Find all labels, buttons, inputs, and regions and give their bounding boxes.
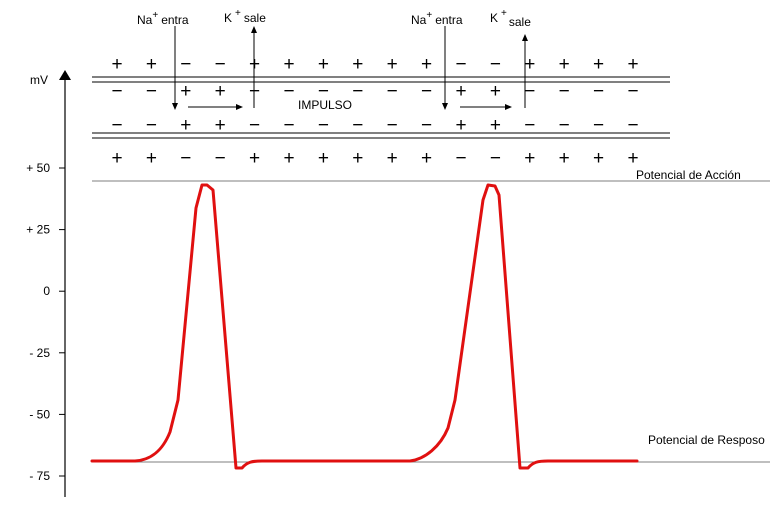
k-out-arrowhead-1 xyxy=(251,26,257,33)
positive-charge: + xyxy=(283,54,294,75)
positive-charge: + xyxy=(455,115,466,136)
y-tick-label: - 50 xyxy=(29,407,50,421)
y-axis-ticks: + 50 + 25 0 - 25 - 50 - 75 xyxy=(26,161,65,483)
negative-charge: − xyxy=(111,115,122,136)
positive-charge: + xyxy=(387,148,398,169)
positive-charge: + xyxy=(249,54,260,75)
positive-charge: + xyxy=(455,81,466,102)
negative-charge: − xyxy=(111,81,122,102)
na-entra-label-1: Na+ entra xyxy=(137,10,189,27)
positive-charge: + xyxy=(146,54,157,75)
positive-charge: + xyxy=(249,148,260,169)
positive-charge: + xyxy=(627,148,638,169)
na-in-arrowhead-1 xyxy=(172,103,178,110)
y-tick-label: 0 xyxy=(43,284,50,298)
positive-charge: + xyxy=(215,115,226,136)
k-sale-label-2: K +sale xyxy=(490,8,531,29)
negative-charge: − xyxy=(490,54,501,75)
positive-charge: + xyxy=(421,54,432,75)
y-axis-arrow xyxy=(59,70,71,80)
negative-charge: − xyxy=(421,115,432,136)
positive-charge: + xyxy=(352,148,363,169)
negative-charge: − xyxy=(215,54,226,75)
positive-charge: + xyxy=(627,54,638,75)
negative-charge: − xyxy=(455,148,466,169)
action-potential-label: Potencial de Acción xyxy=(636,168,741,182)
na-in-arrowhead-2 xyxy=(442,103,448,110)
action-potential-trace xyxy=(90,183,639,470)
negative-charge: − xyxy=(559,115,570,136)
negative-charge: − xyxy=(283,115,294,136)
positive-charge: + xyxy=(283,148,294,169)
positive-charge: + xyxy=(559,148,570,169)
negative-charge: − xyxy=(180,148,191,169)
y-tick-label: - 75 xyxy=(29,469,50,483)
positive-charge: + xyxy=(593,148,604,169)
negative-charge: − xyxy=(524,115,535,136)
negative-charge: − xyxy=(249,115,260,136)
positive-charge: + xyxy=(180,115,191,136)
positive-charge: + xyxy=(524,54,535,75)
positive-charge: + xyxy=(490,115,501,136)
positive-charge: + xyxy=(421,148,432,169)
resting-potential-label: Potencial de Resposo xyxy=(648,433,765,447)
negative-charge: − xyxy=(490,148,501,169)
k-out-arrowhead-2 xyxy=(522,34,528,41)
negative-charge: − xyxy=(352,81,363,102)
negative-charge: − xyxy=(146,81,157,102)
y-tick-label: - 25 xyxy=(29,346,50,360)
membrane-charges: + + − − + + + + + + − − + + + + − − + + − − − − − − + + − − − − − − + + − − − −… xyxy=(111,54,638,169)
ion-flow-1: Na+ entra K + sale xyxy=(137,8,266,110)
positive-charge: + xyxy=(352,54,363,75)
negative-charge: − xyxy=(352,115,363,136)
negative-charge: − xyxy=(627,81,638,102)
impulse-label: IMPULSO xyxy=(298,98,352,112)
ion-flow-2: Na+ entra K +sale xyxy=(411,8,531,110)
negative-charge: − xyxy=(249,81,260,102)
positive-charge: + xyxy=(593,54,604,75)
positive-charge: + xyxy=(524,148,535,169)
negative-charge: − xyxy=(318,115,329,136)
positive-charge: + xyxy=(318,148,329,169)
na-entra-label-2: Na+ entra xyxy=(411,10,463,27)
y-axis-unit-label: mV xyxy=(30,73,48,87)
positive-charge: + xyxy=(559,54,570,75)
negative-charge: − xyxy=(387,115,398,136)
positive-charge: + xyxy=(111,148,122,169)
positive-charge: + xyxy=(318,54,329,75)
positive-charge: + xyxy=(387,54,398,75)
k-sale-label-1: K + sale xyxy=(224,8,266,25)
membrane xyxy=(92,76,670,139)
negative-charge: − xyxy=(215,148,226,169)
positive-charge: + xyxy=(111,54,122,75)
positive-charge: + xyxy=(146,148,157,169)
impulse-direction-arrowhead-1 xyxy=(236,104,243,110)
impulse-direction-arrowhead-2 xyxy=(505,104,512,110)
negative-charge: − xyxy=(559,81,570,102)
positive-charge: + xyxy=(215,81,226,102)
positive-charge: + xyxy=(180,81,191,102)
negative-charge: − xyxy=(455,54,466,75)
negative-charge: − xyxy=(283,81,294,102)
y-tick-label: + 50 xyxy=(26,161,50,175)
negative-charge: − xyxy=(387,81,398,102)
negative-charge: − xyxy=(524,81,535,102)
negative-charge: − xyxy=(421,81,432,102)
negative-charge: − xyxy=(180,54,191,75)
negative-charge: − xyxy=(593,81,604,102)
negative-charge: − xyxy=(146,115,157,136)
negative-charge: − xyxy=(627,115,638,136)
negative-charge: − xyxy=(318,81,329,102)
positive-charge: + xyxy=(490,81,501,102)
y-tick-label: + 25 xyxy=(26,223,50,237)
negative-charge: − xyxy=(593,115,604,136)
